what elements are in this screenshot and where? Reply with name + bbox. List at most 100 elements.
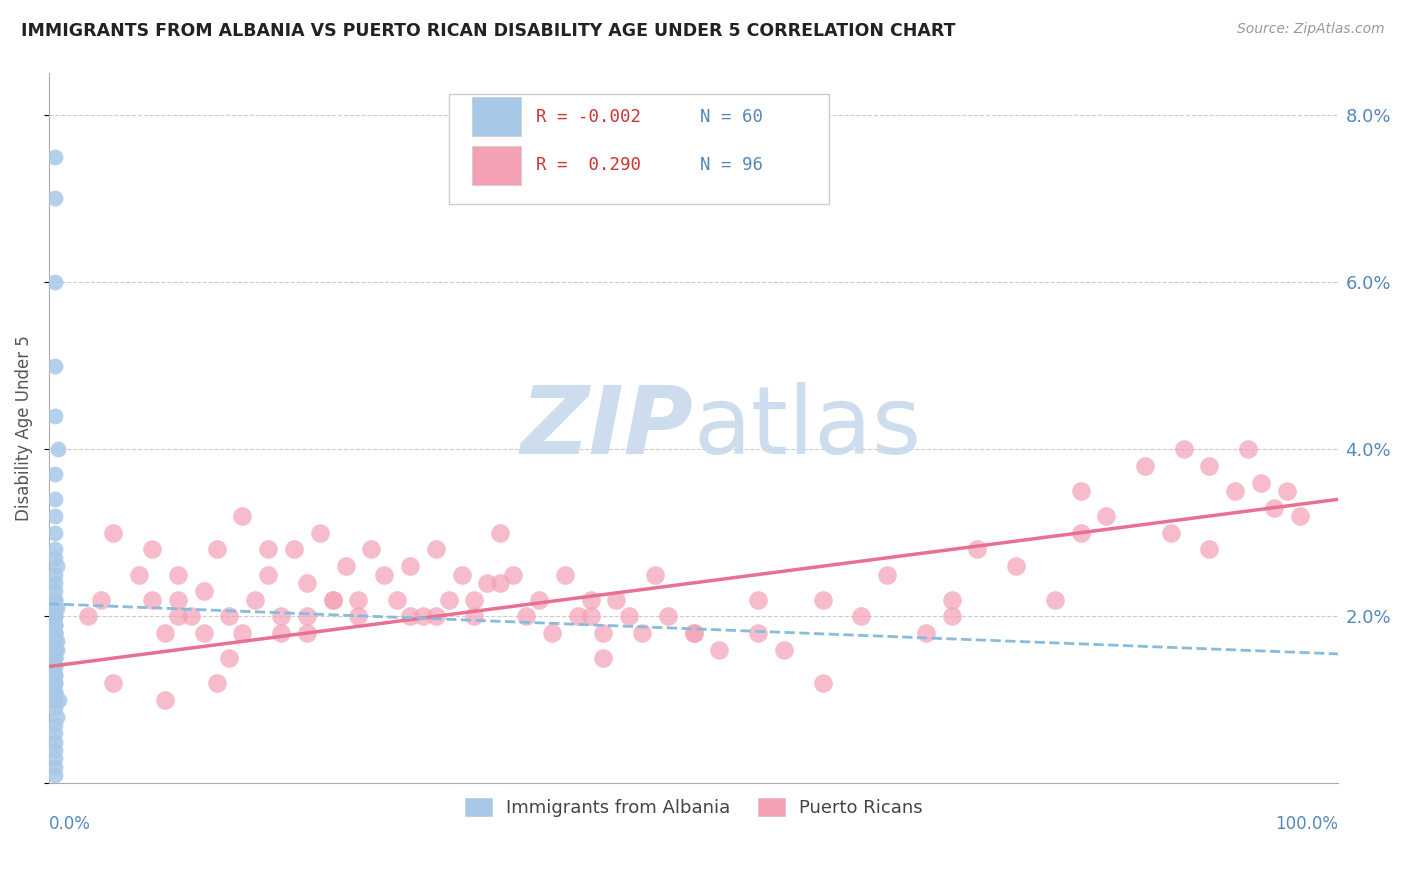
Point <box>347 592 370 607</box>
Point <box>44 684 66 698</box>
Point <box>44 718 66 732</box>
Point <box>44 359 66 373</box>
Point <box>1173 442 1195 457</box>
Point <box>44 701 66 715</box>
Text: N = 60: N = 60 <box>700 108 763 126</box>
Point <box>44 467 66 482</box>
Point <box>44 525 66 540</box>
Point <box>141 592 163 607</box>
Point <box>44 693 66 707</box>
Point <box>1263 500 1285 515</box>
Point <box>373 567 395 582</box>
Point <box>45 601 67 615</box>
Point <box>270 609 292 624</box>
Point <box>579 609 602 624</box>
Point <box>44 651 66 665</box>
Point <box>1043 592 1066 607</box>
Point <box>592 651 614 665</box>
Point <box>45 559 67 574</box>
Text: Source: ZipAtlas.com: Source: ZipAtlas.com <box>1237 22 1385 37</box>
Point <box>682 626 704 640</box>
Text: R = -0.002: R = -0.002 <box>536 108 641 126</box>
Point <box>44 626 66 640</box>
Point <box>45 634 67 648</box>
Point <box>489 525 512 540</box>
Text: 0.0%: 0.0% <box>49 815 91 833</box>
Point <box>489 575 512 590</box>
Point <box>44 567 66 582</box>
Text: 100.0%: 100.0% <box>1275 815 1339 833</box>
Point <box>399 559 422 574</box>
Point <box>245 592 267 607</box>
Point <box>773 642 796 657</box>
Point <box>205 542 228 557</box>
Point <box>1095 508 1118 523</box>
Point <box>44 651 66 665</box>
Point <box>44 191 66 205</box>
Point <box>941 592 963 607</box>
Point <box>437 592 460 607</box>
Point <box>322 592 344 607</box>
Point <box>128 567 150 582</box>
Point <box>44 542 66 557</box>
Point <box>44 642 66 657</box>
Point <box>44 584 66 599</box>
Point <box>76 609 98 624</box>
Point <box>44 676 66 690</box>
Point <box>966 542 988 557</box>
Point <box>619 609 641 624</box>
Y-axis label: Disability Age Under 5: Disability Age Under 5 <box>15 335 32 521</box>
Point <box>335 559 357 574</box>
Point <box>44 617 66 632</box>
Point <box>44 659 66 673</box>
Point <box>425 609 447 624</box>
Point <box>567 609 589 624</box>
Point <box>941 609 963 624</box>
Point <box>1250 475 1272 490</box>
Point <box>153 626 176 640</box>
Point <box>44 651 66 665</box>
Text: IMMIGRANTS FROM ALBANIA VS PUERTO RICAN DISABILITY AGE UNDER 5 CORRELATION CHART: IMMIGRANTS FROM ALBANIA VS PUERTO RICAN … <box>21 22 956 40</box>
Point <box>360 542 382 557</box>
Point <box>180 609 202 624</box>
Point <box>1237 442 1260 457</box>
Point <box>193 584 215 599</box>
Point <box>44 592 66 607</box>
Point <box>44 768 66 782</box>
Legend: Immigrants from Albania, Puerto Ricans: Immigrants from Albania, Puerto Ricans <box>457 790 929 824</box>
Point <box>657 609 679 624</box>
Point <box>44 575 66 590</box>
Point <box>44 642 66 657</box>
Point <box>103 676 125 690</box>
Point <box>44 668 66 682</box>
Point <box>44 609 66 624</box>
Point <box>205 676 228 690</box>
Point <box>44 751 66 765</box>
Point <box>1160 525 1182 540</box>
Point <box>44 508 66 523</box>
FancyBboxPatch shape <box>472 145 520 185</box>
Point <box>1005 559 1028 574</box>
Point <box>44 409 66 423</box>
Point <box>44 150 66 164</box>
Point <box>605 592 627 607</box>
Point <box>554 567 576 582</box>
Point <box>44 275 66 289</box>
Point <box>477 575 499 590</box>
Point <box>44 760 66 774</box>
Point <box>579 592 602 607</box>
Point <box>257 542 280 557</box>
Point <box>527 592 550 607</box>
Point <box>44 651 66 665</box>
Point <box>44 659 66 673</box>
Point <box>44 634 66 648</box>
Point <box>541 626 564 640</box>
Point <box>44 726 66 740</box>
Point <box>46 442 69 457</box>
Point <box>322 592 344 607</box>
Point <box>44 609 66 624</box>
FancyBboxPatch shape <box>449 95 830 204</box>
Point <box>44 642 66 657</box>
Point <box>218 609 240 624</box>
Point <box>1070 483 1092 498</box>
